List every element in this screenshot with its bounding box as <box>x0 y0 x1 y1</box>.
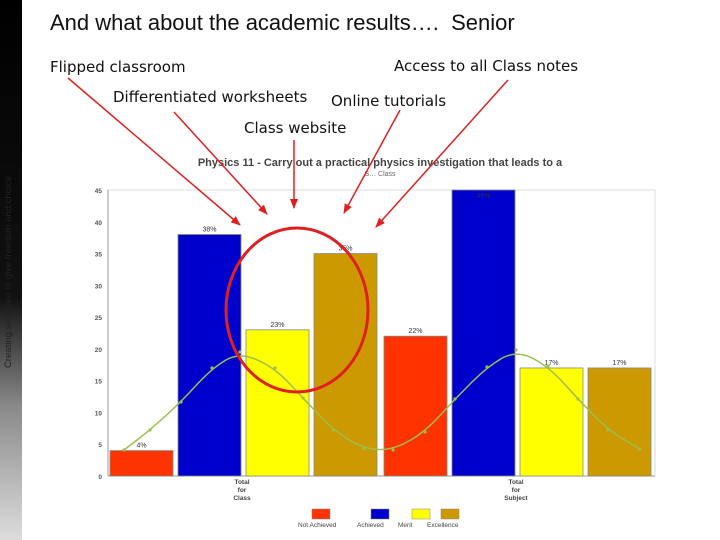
label-class-website: Class website <box>244 119 347 137</box>
curve-point <box>179 400 183 404</box>
legend-label: Excellence <box>427 522 459 529</box>
curve-point <box>606 428 610 432</box>
arrow-flipped-classroom <box>67 77 241 226</box>
curve-point <box>514 348 518 352</box>
y-tick-label: 25 <box>95 315 103 322</box>
curve-point <box>148 428 152 432</box>
side-bar <box>0 0 22 540</box>
curve-point <box>546 364 550 368</box>
bar <box>245 329 310 477</box>
bar <box>177 234 242 477</box>
y-tick-label: 5 <box>98 442 102 449</box>
y-tick-label: 40 <box>95 220 103 227</box>
arrow-access-class-notes <box>375 79 509 228</box>
curve-point <box>485 365 489 369</box>
curve-point <box>331 428 335 432</box>
label-access-class-notes: Access to all Class notes <box>394 57 579 75</box>
bar <box>587 367 652 477</box>
bar-data-label: 46% <box>476 193 490 200</box>
bar <box>313 253 378 477</box>
bar-data-label: 17% <box>612 360 626 367</box>
bar-data-label: 38% <box>202 226 216 233</box>
curve-point <box>273 366 277 370</box>
y-tick-label: 30 <box>95 283 103 290</box>
curve-point <box>210 366 214 370</box>
bar <box>519 367 584 477</box>
y-tick-label: 20 <box>95 347 103 354</box>
category-label: Total for Subject <box>504 479 528 502</box>
curve-point <box>238 350 242 354</box>
curve-point <box>362 447 366 451</box>
highlight-circle <box>224 226 370 394</box>
legend-swatch <box>370 508 390 520</box>
label-flipped-classroom: Flipped classroom <box>50 58 186 76</box>
bar-data-label: 22% <box>408 328 422 335</box>
distribution-curve <box>123 353 641 451</box>
legend-swatch <box>411 508 431 520</box>
bar <box>109 450 174 477</box>
bar <box>383 335 448 477</box>
label-online-tutorials: Online tutorials <box>331 92 447 110</box>
bar-data-label: 17% <box>544 360 558 367</box>
legend-label: Achieved <box>357 522 384 529</box>
y-tick-label: 45 <box>95 188 103 195</box>
bar-data-label: 23% <box>270 322 284 329</box>
bar-data-label: 4% <box>136 443 146 450</box>
arrow-differentiated-worksheets <box>173 111 268 215</box>
curve-point <box>301 396 305 400</box>
slide-title: And what about the academic results…. Se… <box>50 10 515 35</box>
legend-swatch <box>311 508 331 520</box>
legend-label: Merit <box>398 522 413 529</box>
legend-swatch <box>440 508 460 520</box>
curve-point <box>391 448 395 452</box>
chart-subtitle: S… Class <box>364 171 396 178</box>
category-label: Total for Class <box>233 479 251 502</box>
chart-title: Physics 11 - Carry out a practical physi… <box>198 157 563 169</box>
y-tick-label: 35 <box>95 252 103 259</box>
y-tick-label: 0 <box>98 474 102 481</box>
curve-point <box>423 430 427 434</box>
curve-point <box>122 448 126 452</box>
bar <box>451 189 516 477</box>
curve-point <box>576 397 580 401</box>
arrow-online-tutorials <box>343 109 401 214</box>
label-differentiated-worksheets: Differentiated worksheets <box>113 88 308 106</box>
curve-point <box>638 447 642 451</box>
curve-point <box>453 397 457 401</box>
legend-label: Not Achieved <box>298 522 337 529</box>
y-tick-label: 10 <box>95 410 103 417</box>
y-tick-label: 15 <box>95 379 103 386</box>
